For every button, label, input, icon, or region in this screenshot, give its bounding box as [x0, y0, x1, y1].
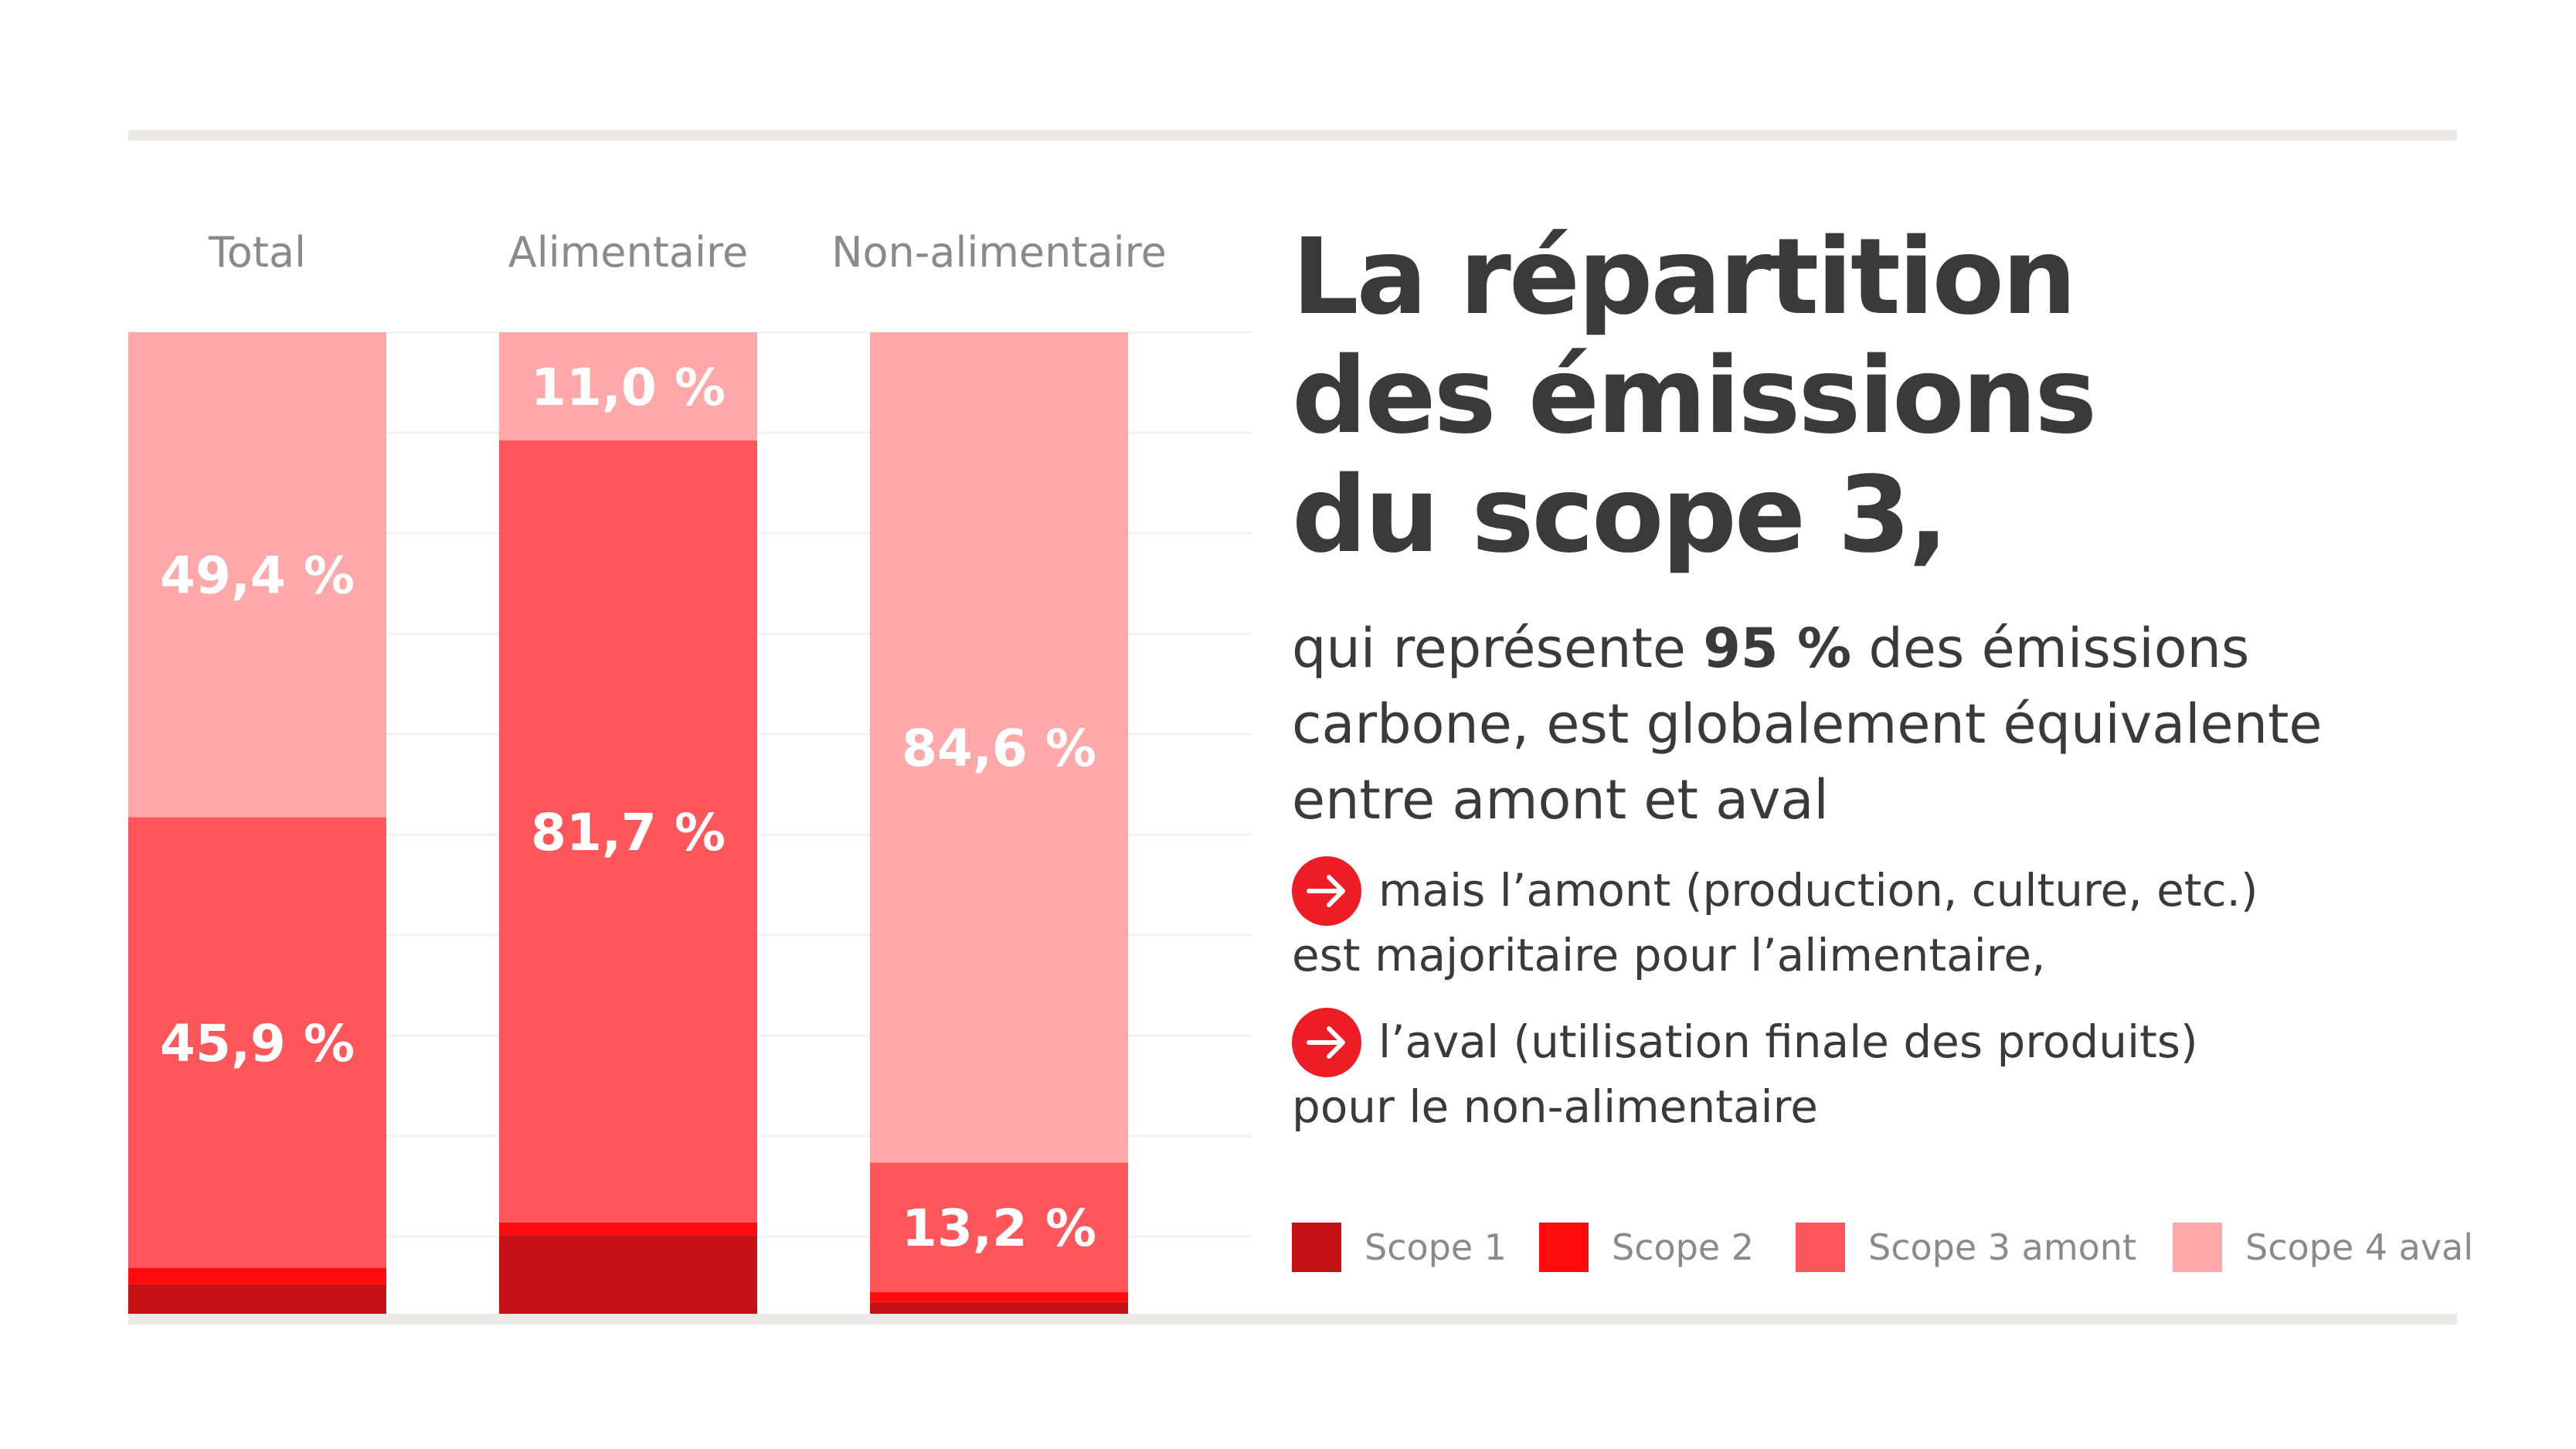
- bar-segment-1-0: [499, 1235, 757, 1314]
- headline: La répartition des émissions du scope 3,: [1292, 216, 2097, 577]
- data-label-1-3: 11,0 %: [531, 358, 726, 417]
- data-label-0-2: 45,9 %: [160, 1014, 355, 1073]
- subtitle-line-2: carbone, est globalement équivalente: [1292, 692, 2323, 756]
- bar-segment-2-0: [870, 1301, 1128, 1314]
- bar-segment-0-2: [128, 817, 386, 1268]
- legend-swatch-scope-1: [1292, 1223, 1341, 1272]
- bar-segment-1-3: [499, 332, 757, 440]
- subtitle-line-1: qui représente 95 % des émissions: [1292, 617, 2250, 680]
- category-label-0: Total: [208, 228, 306, 277]
- bar-segment-0-1: [128, 1267, 386, 1284]
- legend-label-scope-3-amont: Scope 3 amont: [1868, 1226, 2136, 1268]
- bar-segment-0-0: [128, 1284, 386, 1314]
- bullet-amont-line-2: est majoritaire pour l’alimentaire,: [1292, 929, 2046, 981]
- bottom-divider: [128, 1314, 2457, 1325]
- subtitle: qui représente 95 % des émissions carbon…: [1292, 611, 2323, 838]
- headline-line-1: La répartition: [1292, 216, 2077, 338]
- category-label-1: Alimentaire: [508, 228, 749, 277]
- top-divider: [128, 130, 2457, 141]
- legend-swatch-scope-4-aval: [2173, 1223, 2222, 1272]
- bullet-aval: l’aval (utilisation finale des produits)…: [1292, 1008, 2198, 1139]
- category-label-2: Non-alimentaire: [831, 228, 1167, 277]
- subtitle-line-3: entre amont et aval: [1292, 768, 1829, 832]
- legend-swatch-scope-3-amont: [1796, 1223, 1845, 1272]
- data-label-2-2: 13,2 %: [902, 1199, 1096, 1258]
- data-label-0-3: 49,4 %: [160, 546, 355, 606]
- legend-label-scope-4-aval: Scope 4 aval: [2245, 1226, 2474, 1268]
- bar-segment-2-3: [870, 332, 1128, 1163]
- data-label-2-3: 84,6 %: [902, 719, 1096, 778]
- bar-segment-0-3: [128, 332, 386, 818]
- legend-swatch-scope-2: [1539, 1223, 1589, 1272]
- stacked-bar-chart: Total 45,9 % 49,4 % Alimentaire 81,7 % 11,0 %…: [128, 228, 1252, 1314]
- bar-segment-2-1: [870, 1292, 1128, 1302]
- subtitle-highlight: 95 %: [1703, 617, 1852, 680]
- bar-segment-1-2: [499, 440, 757, 1223]
- bar-segment-2-2: [870, 1162, 1128, 1293]
- data-label-1-2: 81,7 %: [531, 803, 726, 862]
- bullet-amont: mais l’amont (production, culture, etc.)…: [1292, 856, 2258, 988]
- headline-line-2: des émissions: [1292, 335, 2097, 457]
- arrow-right-icon: [1292, 1008, 1361, 1077]
- bar-segment-1-1: [499, 1222, 757, 1236]
- arrow-right-icon: [1292, 856, 1361, 926]
- bullet-aval-line-1: l’aval (utilisation finale des produits): [1378, 1015, 2198, 1068]
- legend-label-scope-2: Scope 2: [1612, 1226, 1755, 1268]
- bullet-aval-line-2: pour le non-alimentaire: [1292, 1080, 1818, 1133]
- headline-line-3: du scope 3,: [1292, 454, 1949, 577]
- bullet-amont-line-1: mais l’amont (production, culture, etc.): [1378, 864, 2258, 917]
- legend-label-scope-1: Scope 1: [1364, 1226, 1507, 1268]
